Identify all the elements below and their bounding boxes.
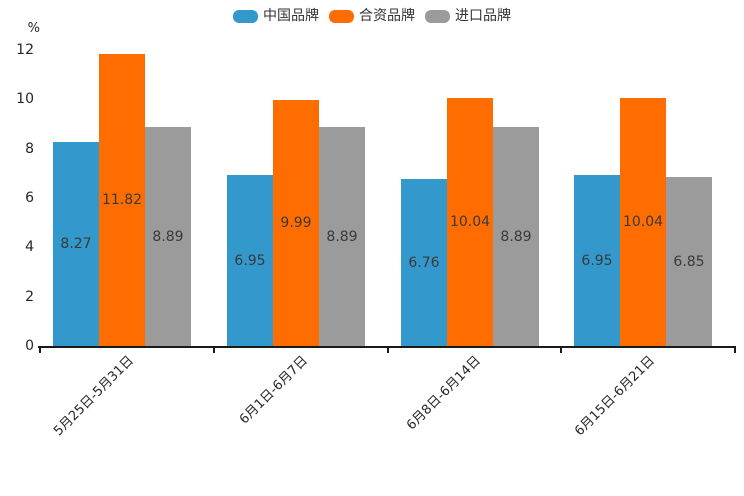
bar: 11.82 — [99, 54, 145, 346]
bar: 6.95 — [227, 175, 273, 346]
x-axis-category-label: 6月1日-6月7日 — [236, 353, 311, 428]
x-axis-tick-mark — [734, 347, 736, 353]
y-axis-tick-label: 10 — [16, 91, 34, 108]
y-axis-unit-label: % — [27, 21, 40, 36]
x-axis-tick-mark — [386, 347, 389, 353]
legend-item-label: 中国品牌 — [263, 8, 319, 24]
bar-value-label: 10.04 — [622, 214, 664, 230]
y-axis-tick-label: 6 — [25, 190, 34, 206]
legend-item-3: 进口品牌 — [425, 7, 511, 25]
legend-item-label: 进口品牌 — [455, 8, 511, 24]
legend-marker-icon — [329, 9, 354, 23]
chart-legend: 中国品牌 合资品牌 进口品牌 — [0, 7, 744, 25]
x-axis-category-label: 6月8日-6月14日 — [404, 353, 485, 434]
y-axis-tick-label: 2 — [25, 288, 34, 305]
bar: 10.04 — [447, 98, 493, 346]
bar: 10.04 — [620, 98, 666, 346]
bar-value-label: 9.99 — [280, 215, 312, 231]
x-axis-category-label: 6月15日-6月21日 — [572, 353, 659, 440]
x-axis-tick-mark — [212, 347, 215, 353]
bar-value-label: 8.89 — [500, 228, 532, 245]
bar-value-label: 11.82 — [101, 192, 143, 208]
bar: 6.76 — [401, 179, 447, 346]
legend-item-label: 合资品牌 — [359, 8, 415, 24]
bar-value-label: 8.89 — [152, 228, 184, 245]
y-axis-tick-label: 8 — [25, 140, 34, 157]
bar-value-label: 6.85 — [673, 253, 705, 270]
bar-value-label: 6.76 — [408, 254, 440, 271]
y-axis-tick-label: 0 — [25, 338, 34, 354]
y-axis-tick-label: 4 — [25, 239, 34, 256]
legend-marker-icon — [425, 9, 450, 23]
bar: 6.85 — [666, 177, 712, 346]
bar-value-label: 6.95 — [581, 252, 613, 269]
legend-marker-icon — [233, 9, 258, 23]
x-axis-category-label: 5月25日-5月31日 — [50, 353, 137, 440]
x-axis-tick-mark — [560, 347, 563, 353]
bar-value-label: 8.89 — [326, 228, 358, 245]
bar: 6.95 — [574, 175, 620, 346]
bar-value-label: 8.27 — [60, 236, 92, 252]
bar: 8.27 — [53, 142, 99, 346]
bar: 8.89 — [319, 127, 365, 346]
bar: 8.89 — [493, 127, 539, 346]
legend-item-1: 中国品牌 — [233, 7, 319, 25]
x-axis-tick-mark — [39, 347, 41, 353]
bar-value-label: 10.04 — [449, 214, 491, 230]
y-axis-tick-label: 12 — [16, 42, 34, 58]
bar: 9.99 — [273, 100, 319, 346]
bar: 8.89 — [145, 127, 191, 346]
bar-value-label: 6.95 — [234, 252, 266, 269]
legend-item-2: 合资品牌 — [329, 7, 415, 25]
